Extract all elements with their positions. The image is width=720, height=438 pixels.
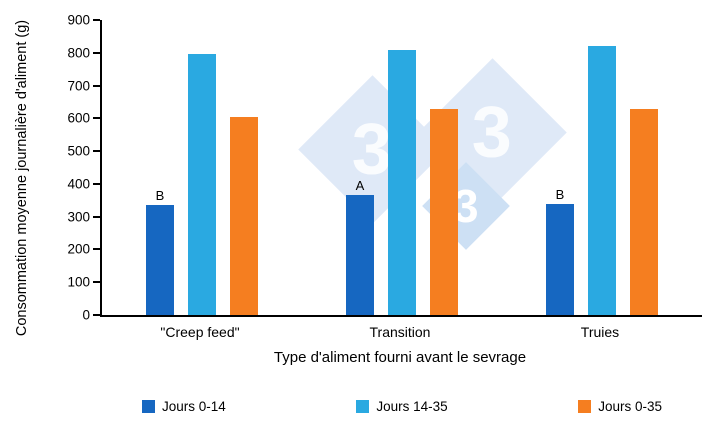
bar-wrap [230,116,258,315]
bar-wrap [630,108,658,315]
bar-wrap [388,49,416,315]
bar-annotation: B [155,188,165,204]
y-tick-mark [93,281,100,284]
legend-label: Jours 0-35 [598,399,662,414]
y-tick-mark [93,182,100,185]
x-category-label: Transition [369,324,431,340]
bar-jours-14-35 [388,49,416,315]
y-tick-label: 200 [67,241,90,257]
plot-area: B A B 0 100 200 300 400 500 600 700 800 900 [67,13,702,323]
legend-label: Jours 14-35 [376,399,448,414]
y-tick-label: 400 [67,176,90,192]
bar-jours-0-14 [346,195,374,315]
legend: Jours 0-14 Jours 14-35 Jours 0-35 [142,399,662,414]
bar-jours-0-35 [630,108,658,315]
x-category-label: Truies [580,324,620,340]
bar-wrap [188,54,216,315]
bar-jours-0-14 [146,205,174,315]
x-category-labels: "Creep feed" Transition Truies [100,324,700,340]
y-tick-mark [93,314,100,316]
y-tick-mark [93,215,100,218]
bar-wrap: A [346,179,374,315]
y-tick-mark [93,117,100,120]
y-tick-mark [93,248,100,251]
bar-jours-14-35 [188,54,216,315]
y-tick-label: 0 [82,307,90,323]
x-category-label: "Creep feed" [160,324,240,340]
bar-jours-14-35 [588,46,616,315]
legend-swatch [142,400,155,413]
bar-group: B [502,20,702,315]
y-tick-mark [93,19,100,21]
y-tick-label: 900 [67,12,90,28]
legend-item: Jours 0-35 [578,399,662,414]
bar-jours-0-35 [430,108,458,315]
bar-wrap [430,108,458,315]
bar-wrap: B [546,188,574,315]
legend-swatch [356,400,370,413]
y-tick-mark [93,84,100,87]
bar-group: A [302,20,502,315]
y-tick-label: 300 [67,209,90,225]
bar-jours-0-14 [546,203,574,315]
legend-item: Jours 0-14 [142,399,226,414]
y-tick-label: 700 [67,78,90,94]
y-tick-mark [93,150,100,153]
y-tick-label: 600 [67,110,90,126]
legend-label: Jours 0-14 [162,399,226,414]
y-tick-label: 100 [67,274,90,290]
bar-jours-0-35 [230,116,258,315]
legend-swatch [578,400,592,413]
bar-annotation: A [355,178,365,194]
bar-annotation: B [555,186,565,202]
bar-group: B [102,20,302,315]
y-axis-title: Consommation moyenne journalière d'alime… [14,19,30,337]
y-tick-label: 500 [67,143,90,159]
y-tick-label: 800 [67,45,90,61]
y-tick-mark [93,51,100,54]
x-axis-title: Type d'aliment fourni avant le sevrage [273,349,527,366]
bar-wrap [588,46,616,315]
legend-item: Jours 14-35 [356,399,448,414]
bar-wrap: B [146,189,174,315]
